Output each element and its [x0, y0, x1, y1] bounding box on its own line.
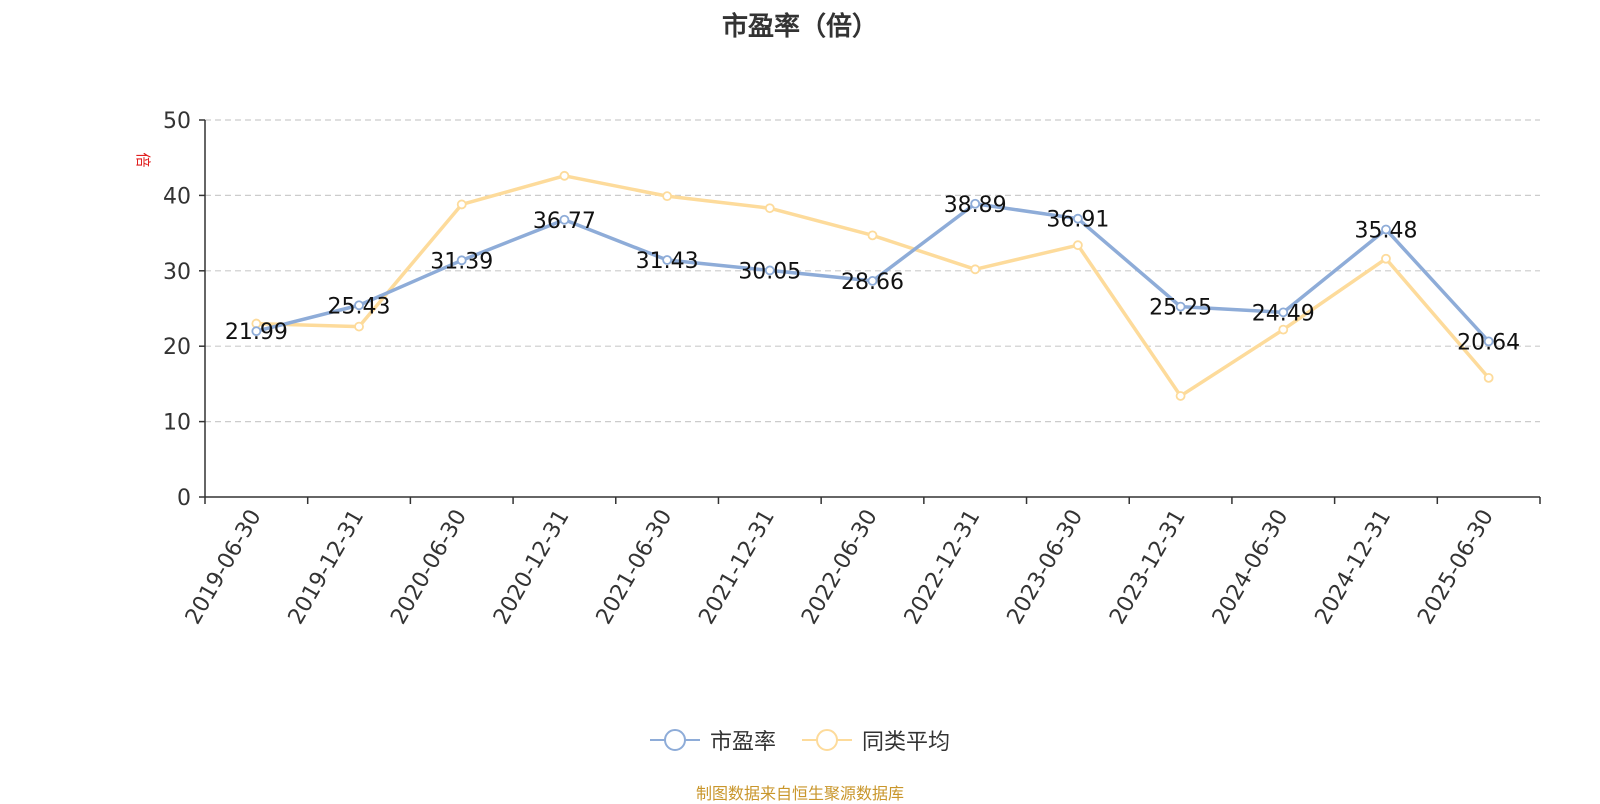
data-label: 38.89 — [944, 193, 1007, 218]
data-point-1 — [867, 230, 878, 241]
data-label: 25.43 — [328, 294, 391, 319]
x-tick-label: 2021-12-31 — [694, 506, 780, 629]
data-point-0 — [456, 255, 467, 266]
y-tick-label: 20 — [163, 335, 191, 360]
y-tick-label: 50 — [163, 109, 191, 134]
data-point-0 — [1483, 336, 1494, 347]
data-point-1 — [1381, 253, 1391, 264]
data-point-1 — [559, 170, 570, 181]
data-point-1 — [1072, 240, 1083, 251]
data-label: 35.48 — [1354, 218, 1417, 243]
data-label: 20.64 — [1457, 330, 1520, 355]
legend: 市盈率 同类平均 — [0, 724, 1600, 756]
x-tick-label: 2024-12-31 — [1311, 506, 1397, 629]
data-label: 36.77 — [533, 209, 596, 234]
legend-item-peer-average[interactable]: 同类平均 — [802, 724, 950, 756]
x-tick-label: 2020-12-31 — [489, 506, 575, 629]
data-label: 24.49 — [1252, 301, 1315, 326]
data-label: 31.39 — [430, 249, 493, 274]
y-axis-label: 倍 — [134, 152, 152, 167]
data-point-0 — [662, 255, 673, 265]
legend-marker-pe-icon — [649, 729, 700, 751]
data-point-1 — [662, 191, 673, 202]
y-tick-label: 40 — [163, 184, 191, 209]
x-tick-label: 2023-06-30 — [1003, 506, 1089, 629]
data-point-0 — [970, 198, 981, 209]
x-tick-label: 2020-06-30 — [386, 506, 472, 629]
data-point-0 — [764, 265, 775, 276]
data-label: 30.05 — [738, 259, 801, 284]
legend-label-pe: 市盈率 — [709, 730, 776, 755]
data-point-1 — [354, 321, 364, 332]
data-point-0 — [1278, 307, 1289, 318]
data-point-1 — [456, 199, 467, 210]
x-tick-label: 2019-06-30 — [181, 506, 267, 629]
x-tick-label: 2025-06-30 — [1413, 506, 1499, 629]
x-tick-label: 2021-06-30 — [592, 506, 678, 629]
legend-marker-peer-average-icon — [802, 729, 852, 751]
data-point-0 — [354, 300, 364, 311]
data-label: 25.25 — [1149, 296, 1212, 321]
chart-title: 市盈率（倍） — [721, 12, 878, 42]
data-point-1 — [970, 264, 981, 275]
y-tick-label: 30 — [163, 260, 191, 285]
data-label: 28.66 — [841, 270, 904, 295]
legend-item-pe[interactable]: 市盈率 — [649, 724, 776, 756]
data-point-0 — [251, 326, 262, 337]
data-point-1 — [1483, 372, 1494, 383]
x-tick-label: 2019-12-31 — [284, 506, 370, 629]
data-point-1 — [1278, 324, 1289, 335]
data-point-0 — [867, 276, 878, 286]
x-tick-label: 2022-12-31 — [900, 506, 986, 629]
data-label: 31.43 — [636, 249, 699, 274]
data-point-0 — [1175, 301, 1186, 312]
data-source-note: 制图数据来自恒生聚源数据库 — [695, 784, 904, 803]
data-point-0 — [559, 214, 570, 225]
data-point-1 — [1175, 391, 1186, 401]
x-tick-label: 2022-06-30 — [797, 506, 883, 629]
y-tick-label: 0 — [177, 486, 191, 511]
y-tick-label: 10 — [163, 411, 191, 436]
data-label: 21.99 — [225, 320, 288, 345]
x-tick-label: 2023-12-31 — [1105, 506, 1191, 629]
data-label: 36.91 — [1046, 208, 1109, 233]
x-tick-label: 2024-06-30 — [1208, 506, 1294, 629]
data-point-1 — [764, 203, 775, 214]
legend-label-peer-average: 同类平均 — [862, 730, 951, 755]
data-point-0 — [1381, 224, 1391, 235]
data-point-0 — [1072, 213, 1083, 224]
